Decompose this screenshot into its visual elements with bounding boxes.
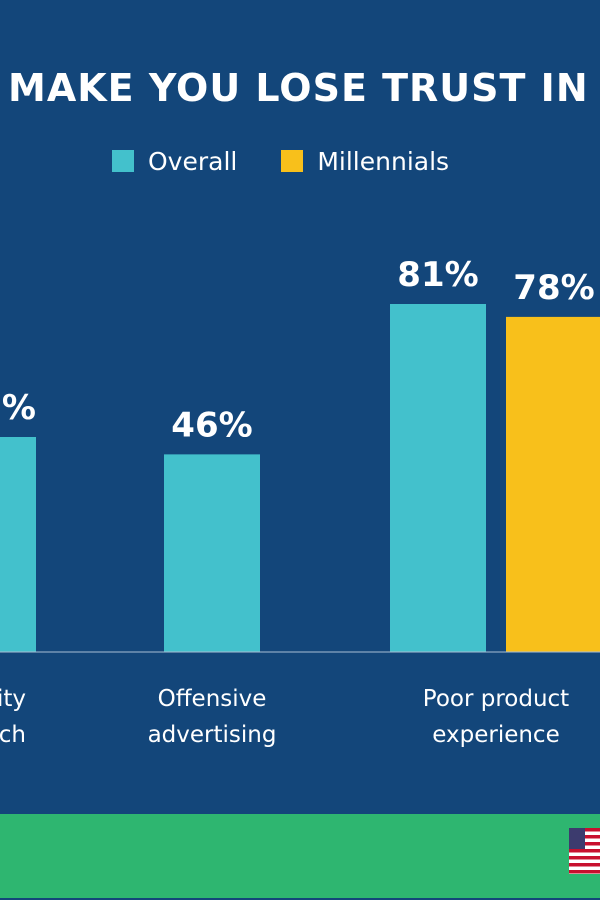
x-tick-label-0-1: ch	[0, 722, 26, 748]
bar-overall-2	[390, 304, 486, 652]
x-tick-label-2-0: Poor product	[423, 686, 569, 712]
data-label-overall-0: %	[2, 388, 36, 428]
data-label-millennials-2: 78%	[513, 268, 594, 308]
legend-label-millennials: Millennials	[317, 146, 450, 176]
bar-millennials-2	[506, 316, 600, 652]
data-label-overall-1: 46%	[171, 405, 252, 445]
legend-swatch-overall	[112, 150, 134, 172]
bar-overall-0	[0, 437, 36, 652]
x-tick-label-0-0: rity	[0, 686, 26, 712]
legend: Overall Millennials	[112, 144, 493, 178]
legend-label-overall: Overall	[148, 146, 238, 176]
legend-swatch-millennials	[281, 150, 304, 172]
x-tick-label-1-0: Offensive	[158, 686, 267, 712]
bar-overall-1	[164, 454, 260, 652]
x-tick-label-1-1: advertising	[148, 722, 277, 748]
footer-band	[0, 814, 600, 898]
data-label-overall-2: 81%	[397, 255, 478, 295]
x-tick-label-2-1: experience	[432, 722, 559, 748]
chart-title: MAKE YOU LOSE TRUST IN	[8, 66, 589, 110]
legend-item-overall: Overall	[112, 147, 237, 176]
us-flag-icon	[569, 828, 600, 874]
legend-item-millennials: Millennials	[281, 147, 449, 176]
